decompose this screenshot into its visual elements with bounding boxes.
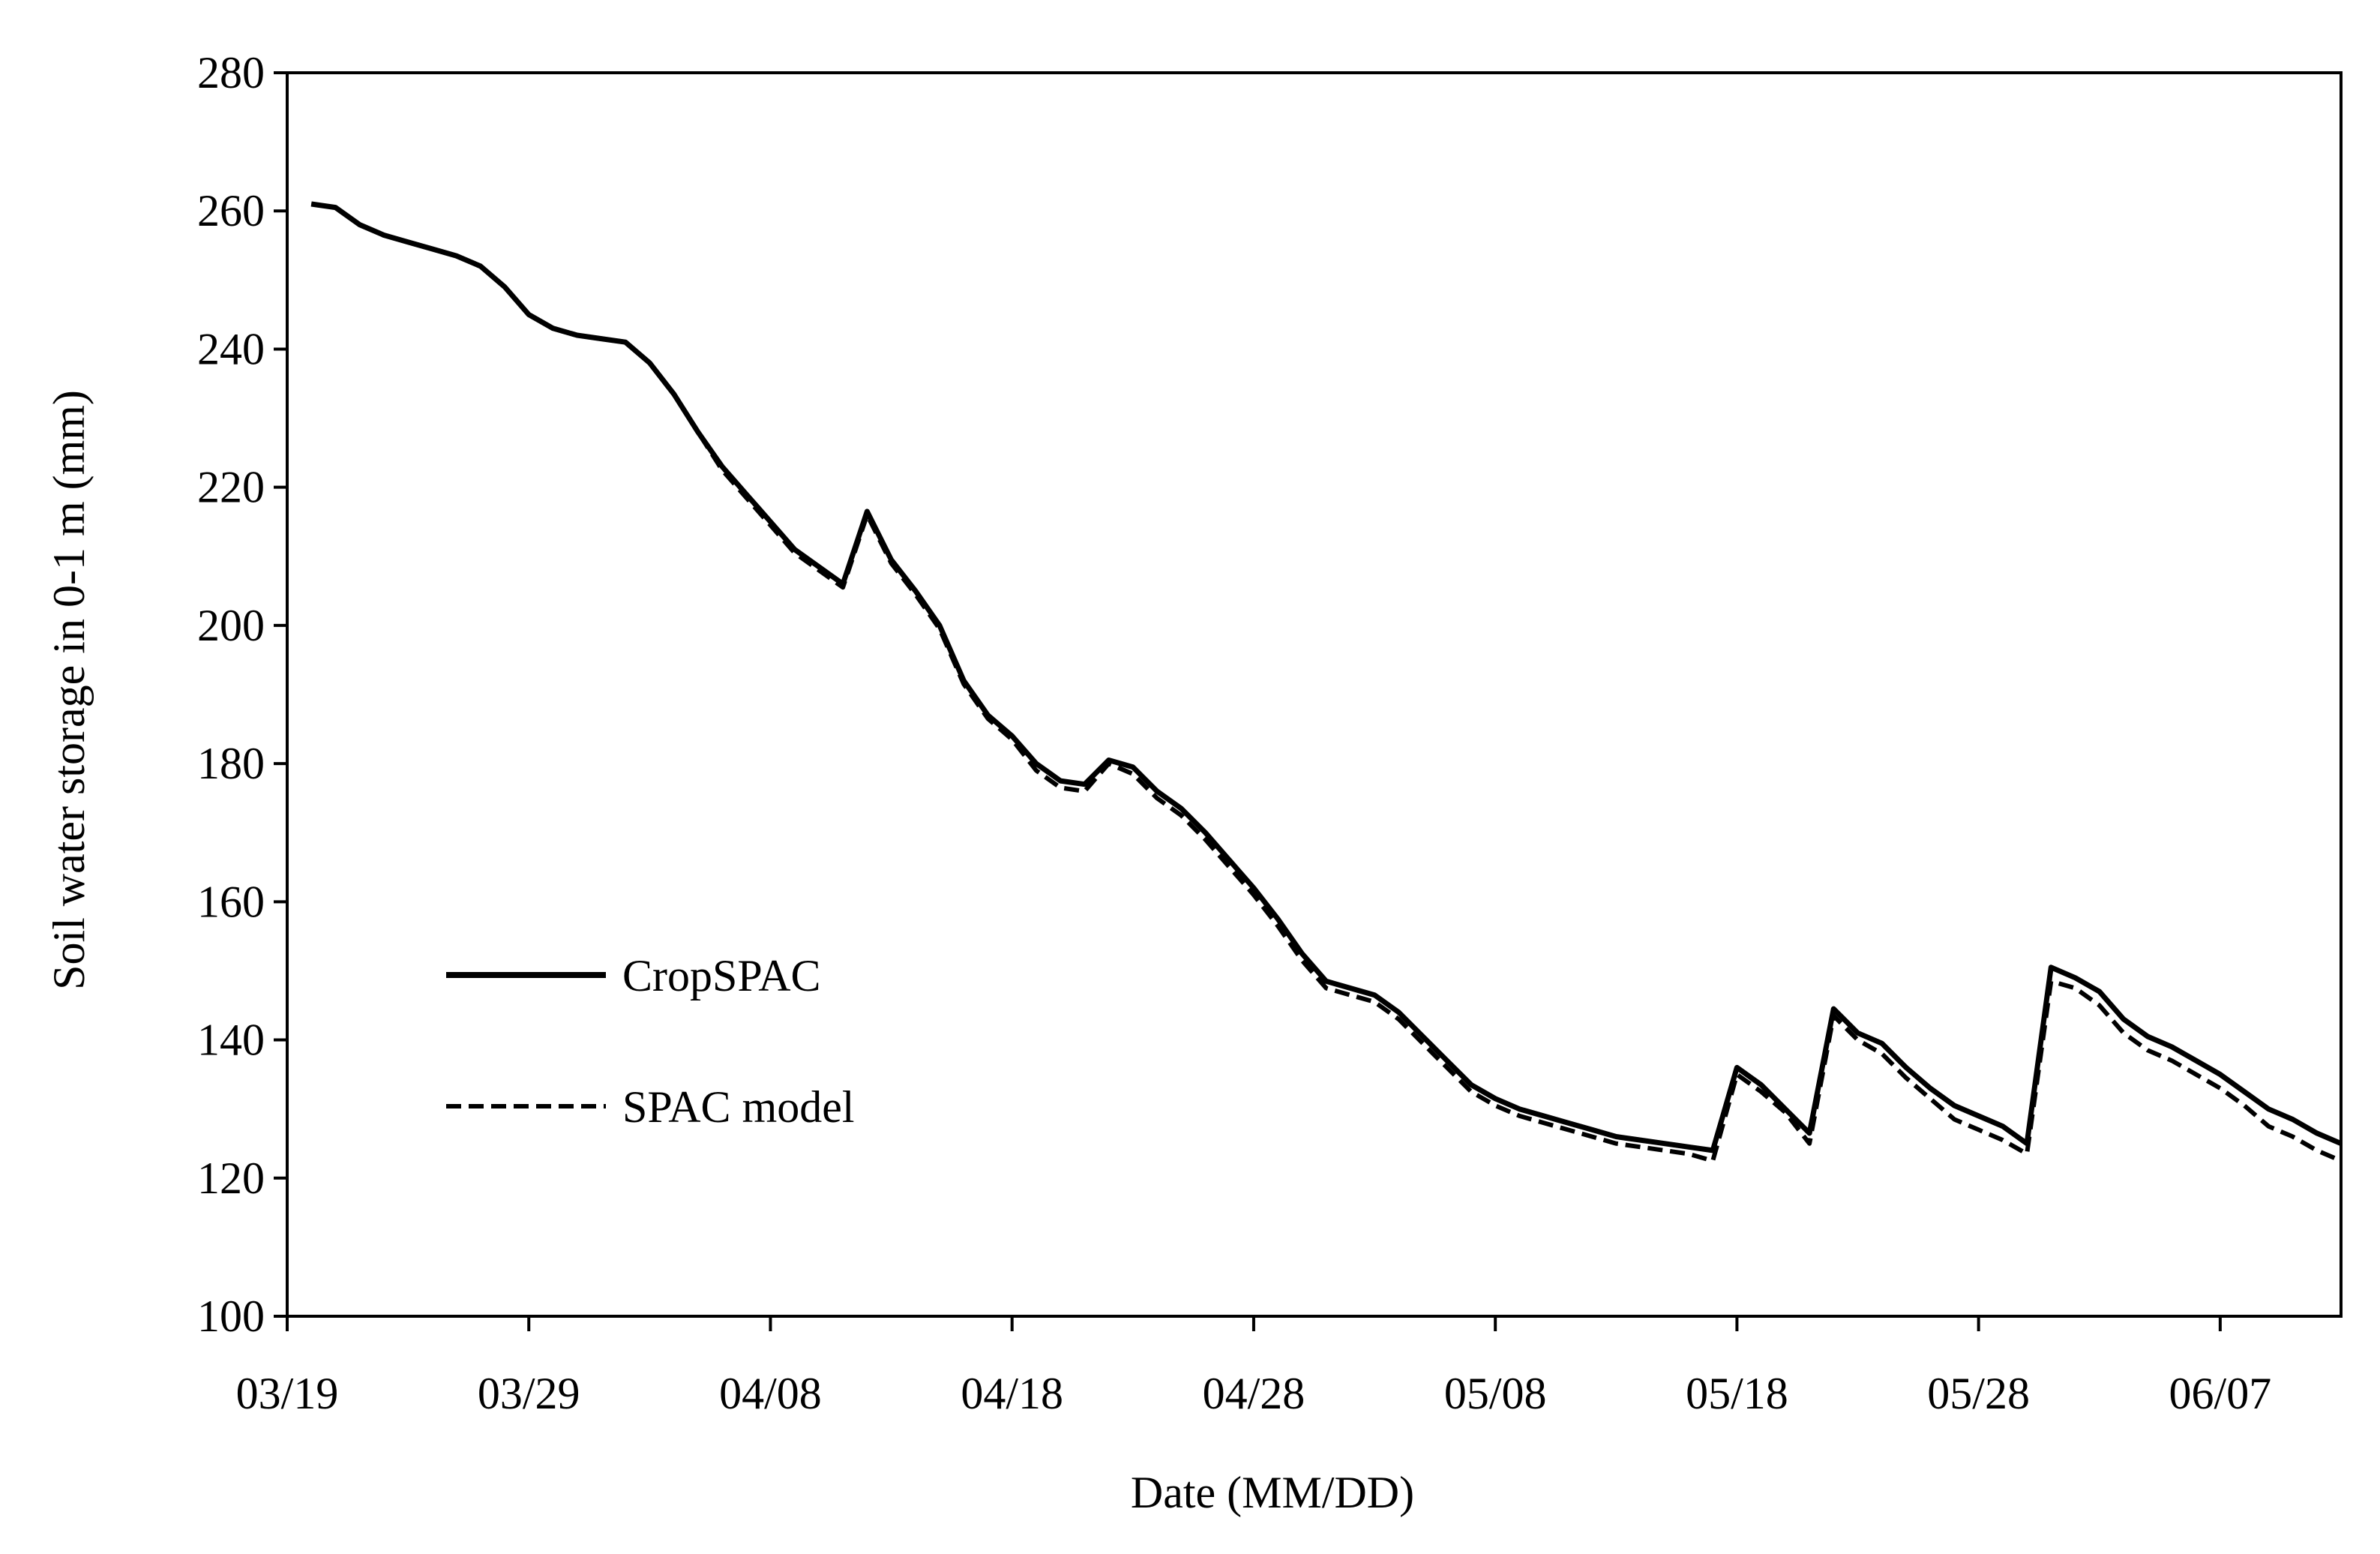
y-tick-label: 180 <box>197 739 265 788</box>
x-tick-label: 05/18 <box>1686 1369 1788 1418</box>
series-line-cropspac <box>310 201 2343 1154</box>
x-tick-label: 05/28 <box>1927 1369 2030 1418</box>
y-tick-label: 140 <box>197 1016 265 1065</box>
x-tick-label: 04/18 <box>961 1369 1063 1418</box>
y-axis-title: Soil water storage in 0-1 m (mm) <box>44 390 94 990</box>
x-axis-ticks: 03/19 03/29 04/08 04/18 04/28 05/08 05/18 05/28… <box>236 1316 2272 1418</box>
x-tick-label: 05/08 <box>1444 1369 1547 1418</box>
y-tick-label: 240 <box>197 324 265 374</box>
y-axis-ticks: 100 120 140 160 180 200 220 240 260 280 <box>197 48 287 1341</box>
x-tick-label: 03/19 <box>236 1369 339 1418</box>
plot-frame <box>286 71 2343 1318</box>
x-tick-label: 04/08 <box>719 1369 822 1418</box>
y-tick-label: 280 <box>197 48 265 98</box>
y-tick-label: 220 <box>197 463 265 512</box>
legend: CropSPAC SPAC model <box>446 951 855 1132</box>
y-tick-label: 200 <box>197 601 265 650</box>
y-tick-label: 260 <box>197 186 265 236</box>
y-tick-label: 160 <box>197 877 265 926</box>
y-tick-label: 120 <box>197 1154 265 1203</box>
x-tick-label: 03/29 <box>478 1369 580 1418</box>
x-tick-label: 04/28 <box>1203 1369 1305 1418</box>
x-axis-title: Date (MM/DD) <box>1131 1468 1414 1517</box>
legend-label-spac-model: SPAC model <box>622 1082 855 1132</box>
series-layer <box>310 201 2343 1163</box>
legend-label-cropspac: CropSPAC <box>622 951 821 1000</box>
y-tick-label: 100 <box>197 1292 265 1341</box>
x-tick-label: 06/07 <box>2169 1369 2272 1418</box>
series-line-spac-model <box>310 202 2343 1163</box>
